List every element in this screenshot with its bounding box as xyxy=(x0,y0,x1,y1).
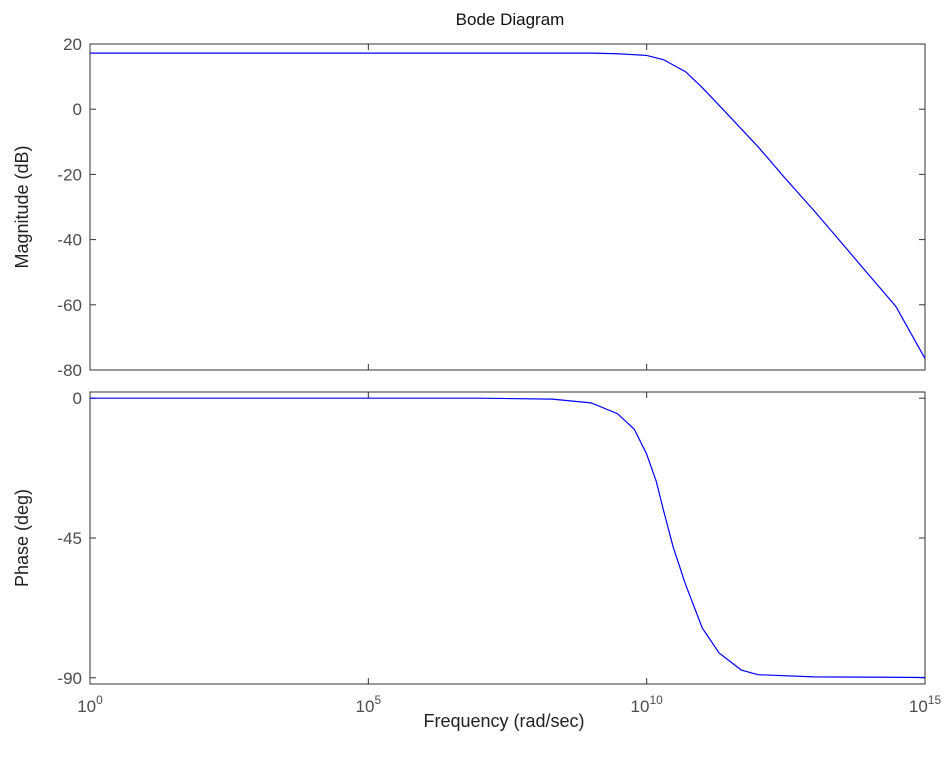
phase-ylabel: Phase (deg) xyxy=(12,489,32,587)
phase-line xyxy=(90,397,926,679)
magnitude-line xyxy=(90,52,926,359)
phase-panel: -90 -45 0 Phase (deg) xyxy=(12,389,926,688)
x-tick-label: 105 xyxy=(356,693,382,716)
magnitude-ytick-label: -40 xyxy=(57,231,82,250)
phase-ytick-label: 0 xyxy=(73,389,82,408)
magnitude-axes-box xyxy=(89,43,926,371)
x-tick-label: 100 xyxy=(77,693,103,716)
magnitude-ticks: -80 -60 -40 -20 0 20 xyxy=(57,35,926,380)
magnitude-ytick-label: -20 xyxy=(57,165,82,184)
chart-title: Bode Diagram xyxy=(456,10,565,29)
x-axis-label: Frequency (rad/sec) xyxy=(423,711,584,731)
magnitude-panel: -80 -60 -40 -20 0 20 Magnitude (dB) xyxy=(12,35,926,380)
phase-ytick-label: -90 xyxy=(57,669,82,688)
magnitude-ylabel: Magnitude (dB) xyxy=(12,145,32,268)
magnitude-ytick-label: 20 xyxy=(63,35,82,54)
x-tick-label: 1015 xyxy=(909,693,942,716)
phase-axes-box xyxy=(89,391,926,685)
phase-ytick-label: -45 xyxy=(57,529,82,548)
x-tick-labels: 100 105 1010 1015 xyxy=(77,693,941,716)
magnitude-ytick-label: -60 xyxy=(57,296,82,315)
magnitude-ytick-label: 0 xyxy=(73,100,82,119)
magnitude-ytick-label: -80 xyxy=(57,361,82,380)
x-tick-label: 1010 xyxy=(631,693,664,716)
